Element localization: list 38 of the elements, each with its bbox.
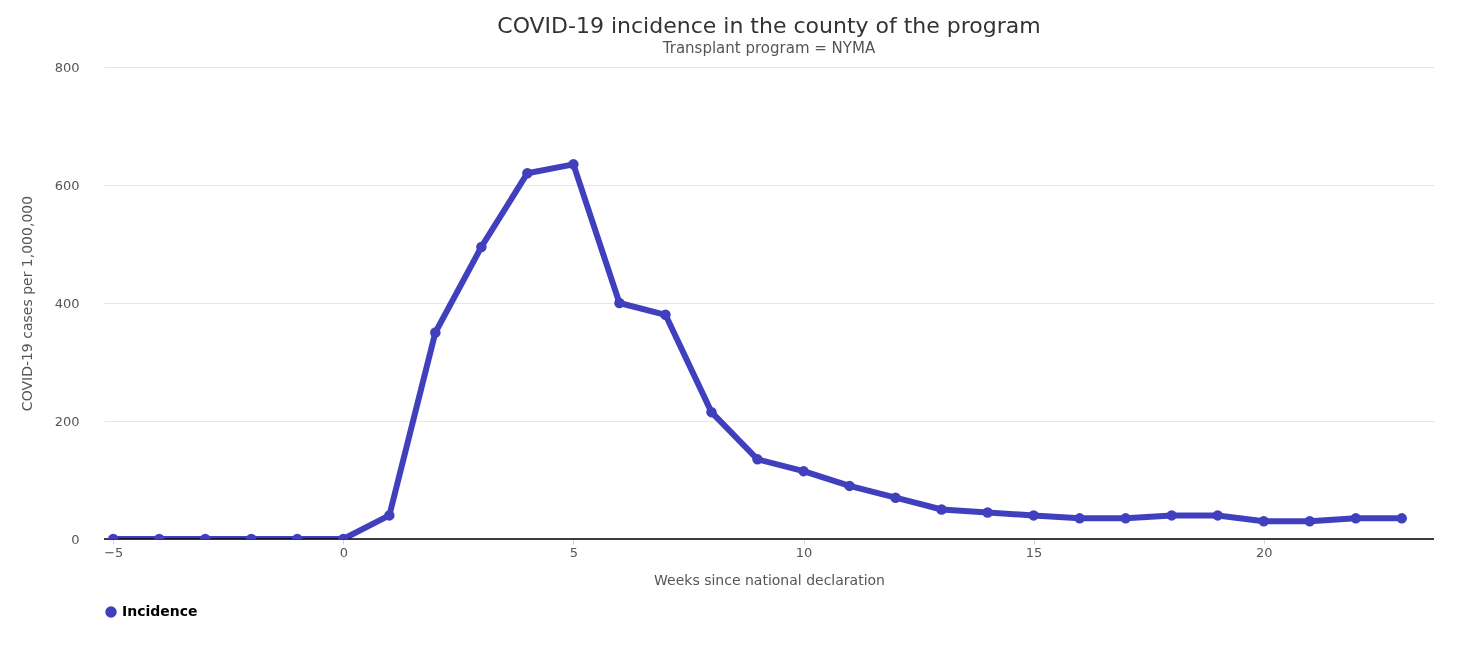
point [522, 167, 533, 179]
legend-label: Incidence [122, 603, 198, 619]
point [1258, 516, 1269, 527]
x-tick-label: 10 [795, 544, 813, 560]
point [1212, 510, 1223, 521]
point [706, 406, 717, 418]
chart-subtitle: Transplant program = NYMA [661, 39, 876, 57]
x-axis-title: Weeks since national declaration [654, 571, 885, 588]
point [1074, 513, 1085, 524]
point [430, 327, 441, 338]
point [1396, 513, 1408, 524]
point [752, 454, 763, 465]
point [660, 309, 671, 321]
point [476, 241, 487, 253]
point [890, 492, 901, 503]
x-tick-label: 0 [339, 544, 348, 560]
y-tick-label: 400 [54, 295, 80, 311]
point [1166, 510, 1177, 521]
point [936, 504, 947, 515]
point [1028, 510, 1039, 521]
x-tick-label: 5 [569, 544, 579, 560]
point [844, 480, 855, 492]
point [384, 510, 395, 521]
point [1120, 513, 1131, 524]
point [1304, 516, 1315, 527]
y-axis-title: COVID-19 cases per 1,000,000 [18, 195, 35, 412]
y-tick-label: 600 [54, 177, 80, 193]
x-tick-label: 15 [1025, 544, 1043, 560]
x-tick-label: 20 [1255, 544, 1273, 560]
point [798, 465, 809, 477]
point [614, 297, 625, 309]
y-tick-label: 800 [54, 59, 80, 75]
y-tick-label: 0 [71, 531, 80, 547]
y-tick-label: 200 [54, 413, 80, 429]
point [568, 159, 579, 170]
x-tick-label: −5 [104, 544, 124, 560]
chart-title: COVID-19 incidence in the county of the program [497, 13, 1041, 38]
point [982, 507, 993, 518]
